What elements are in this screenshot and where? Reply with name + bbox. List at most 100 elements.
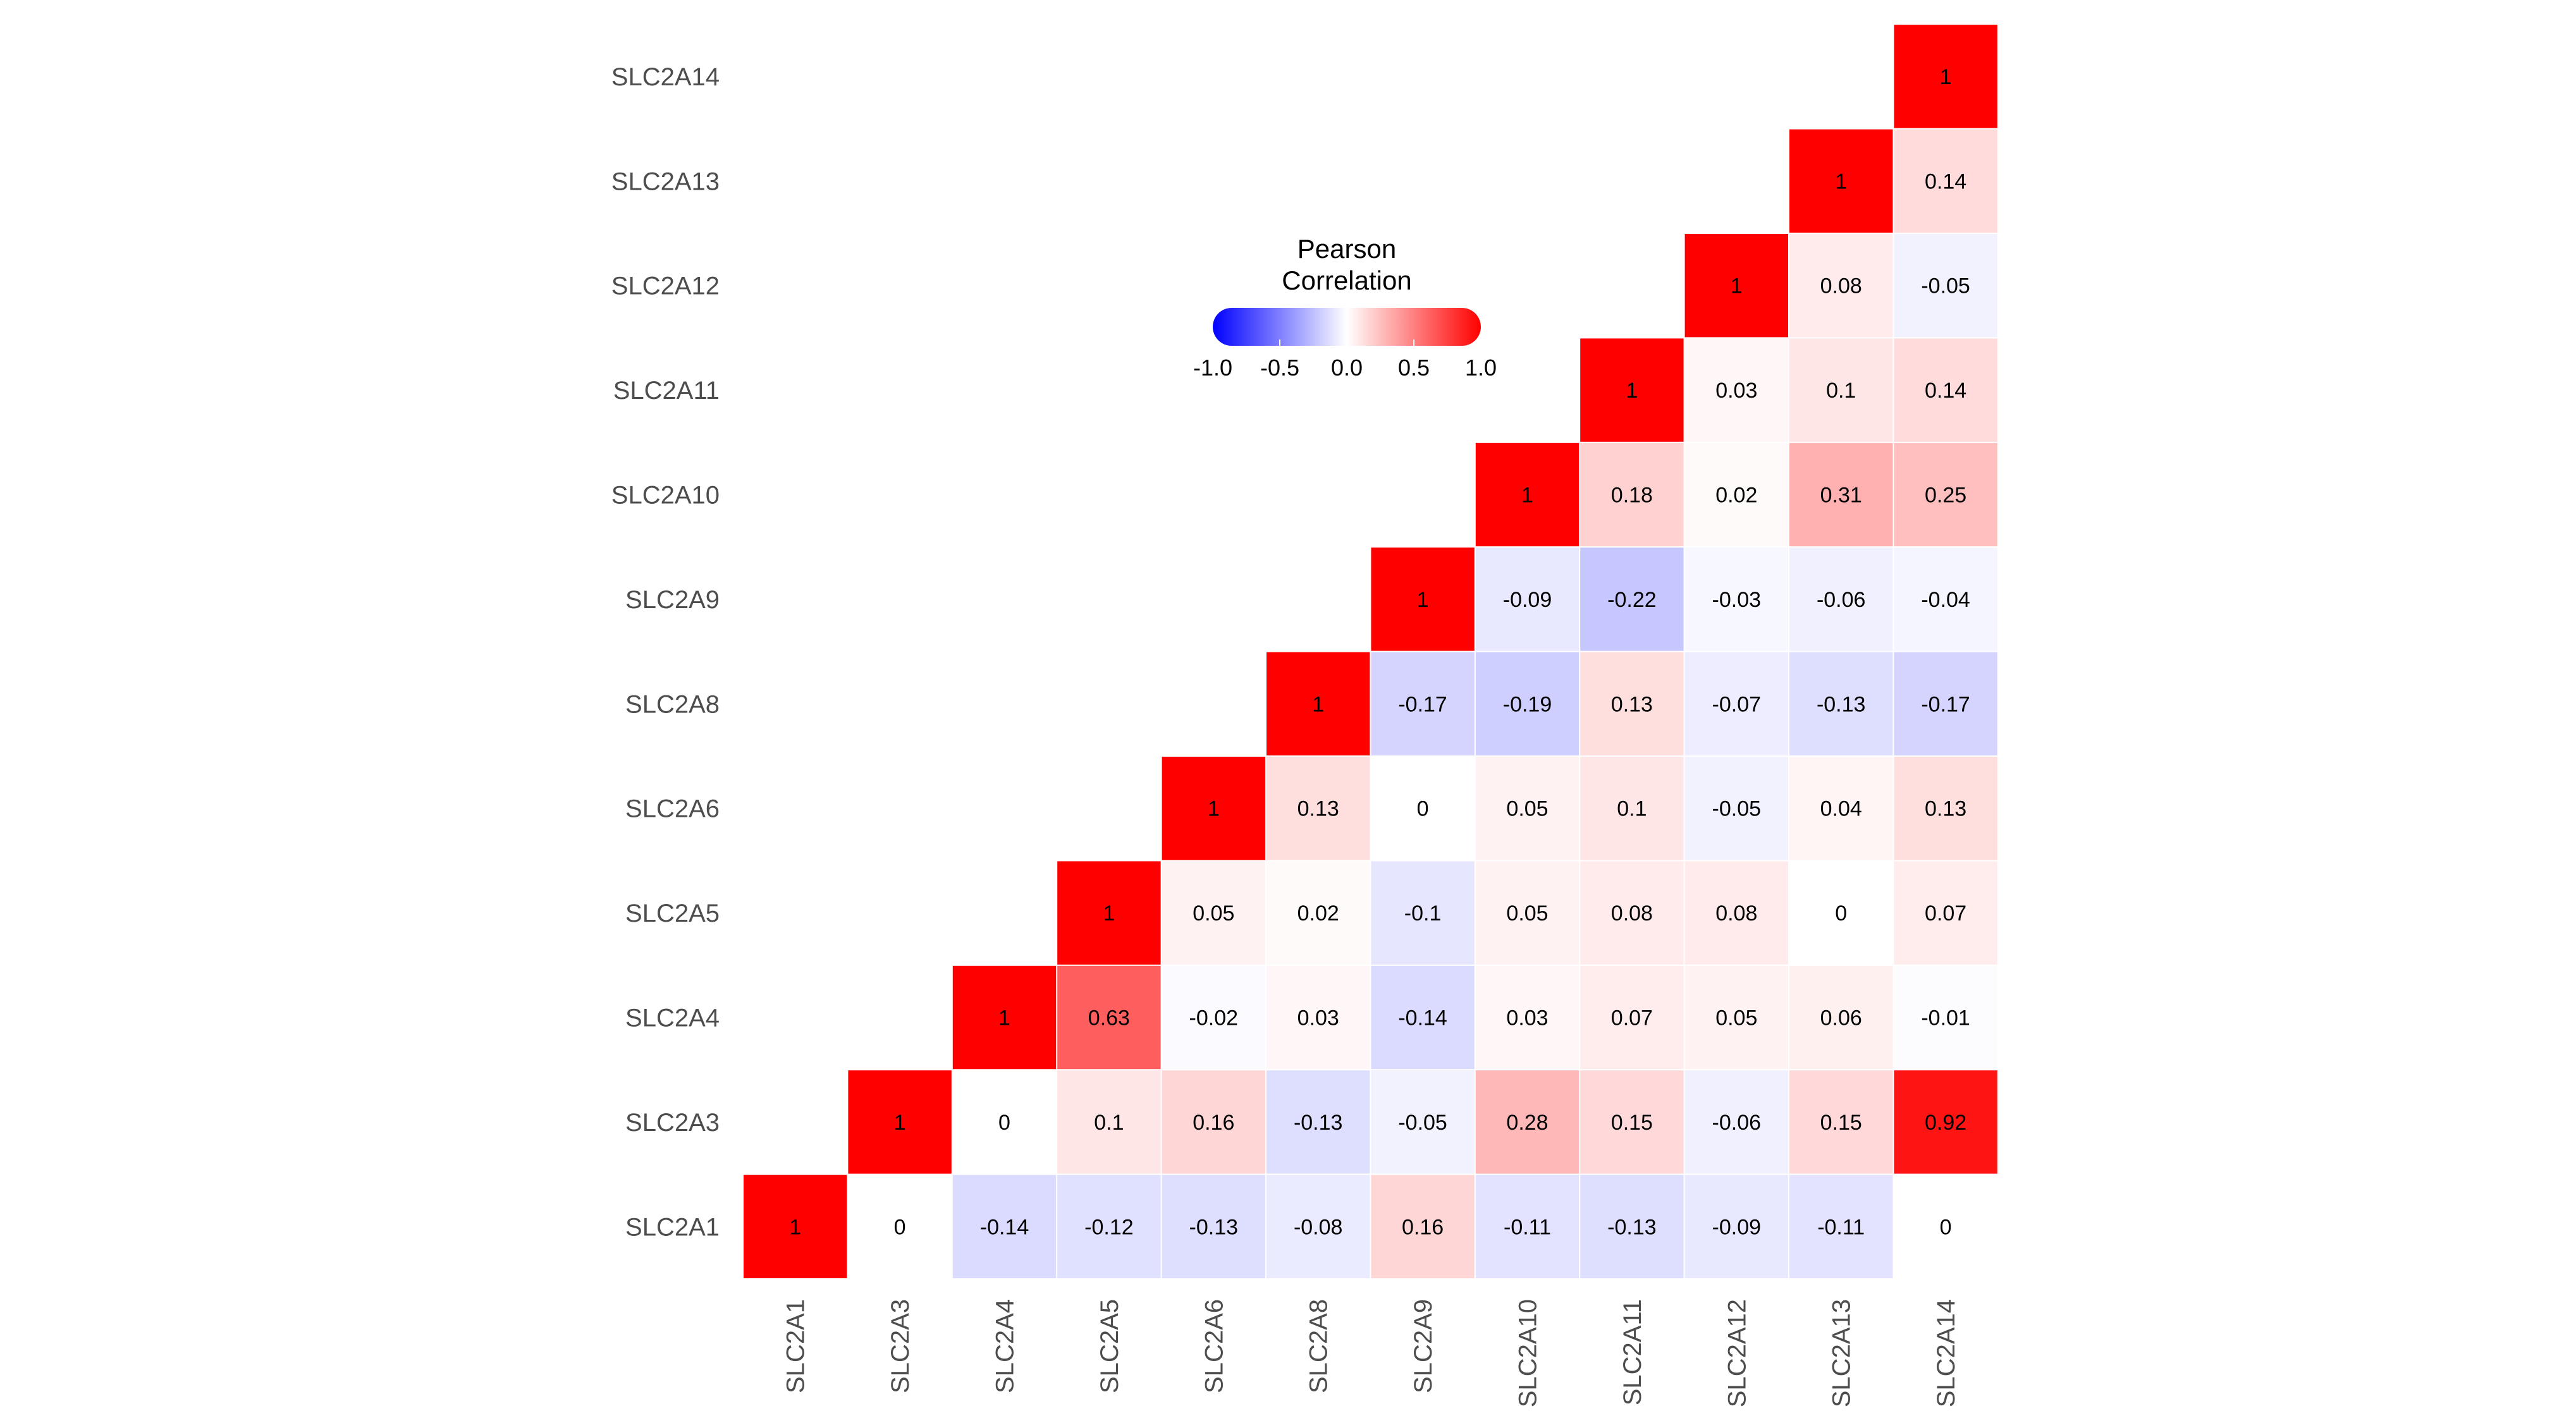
heatmap-cell-SLC2A9-SLC2A13 [1789,547,1893,651]
y-tick-label: SLC2A1 [625,1213,720,1241]
heatmap-cell-SLC2A1-SLC2A3 [848,1175,952,1278]
heatmap-cell-SLC2A1-SLC2A12 [1684,1175,1788,1278]
heatmap-cell-SLC2A6-SLC2A10 [1475,757,1579,860]
cell-value-label: 0 [894,1215,906,1239]
y-tick-label: SLC2A5 [625,900,720,927]
x-tick-label: SLC2A3 [886,1299,914,1393]
cell-value-label: -0.17 [1921,692,1970,716]
cell-value-label: 0 [1940,1215,1952,1239]
heatmap-cell-SLC2A8-SLC2A13 [1789,652,1893,755]
x-tick-label: SLC2A6 [1200,1299,1228,1393]
cell-value-label: 0.18 [1611,484,1653,508]
color-legend: Pearson Correlation -1.0 -0.5 0.0 0.5 1.0 [1193,234,1497,381]
cell-value-label: 1 [1940,65,1952,89]
heatmap-cell-SLC2A1-SLC2A5 [1057,1175,1161,1278]
cell-value-label: -0.03 [1712,588,1762,612]
heatmap-cell-SLC2A4-SLC2A4 [952,965,1057,1070]
cell-value-label: 0.1 [1617,797,1647,821]
cell-value-label: 0.08 [1820,274,1862,298]
heatmap-cell-SLC2A8-SLC2A11 [1580,652,1684,755]
cell-value-label: -0.22 [1607,588,1657,612]
heatmap-cell-SLC2A11-SLC2A13 [1789,338,1893,442]
cell-value-label: -0.12 [1084,1215,1134,1239]
cell-value-label: 0 [998,1111,1010,1135]
cell-value-label: 1 [1417,588,1429,612]
cell-value-label: -0.09 [1712,1215,1762,1239]
heatmap-cell-SLC2A14-SLC2A14 [1894,25,1997,128]
heatmap-cell-SLC2A1-SLC2A10 [1475,1175,1579,1278]
cell-value-label: -0.13 [1294,1111,1343,1135]
heatmap-cell-SLC2A13-SLC2A14 [1894,129,1997,233]
cell-value-label: 0.06 [1820,1006,1862,1030]
heatmap-cell-SLC2A10-SLC2A13 [1789,443,1893,547]
heatmap-cell-SLC2A5-SLC2A12 [1684,861,1788,965]
heatmap-cell-SLC2A10-SLC2A10 [1475,443,1579,547]
heatmap-cell-SLC2A4-SLC2A8 [1267,965,1370,1070]
heatmap-cell-SLC2A6-SLC2A13 [1789,757,1893,860]
x-tick-label: SLC2A12 [1723,1299,1751,1407]
x-tick-label: SLC2A4 [991,1299,1019,1393]
heatmap-cell-SLC2A3-SLC2A12 [1684,1070,1788,1174]
y-tick-label: SLC2A4 [625,1005,720,1032]
x-tick-label: SLC2A9 [1409,1299,1437,1393]
y-tick-label: SLC2A13 [611,168,720,195]
heatmap-cell-SLC2A6-SLC2A11 [1580,757,1684,860]
cell-value-label: 0.05 [1506,797,1548,821]
cell-value-label: 1 [1103,901,1115,925]
legend-tick-label: -0.5 [1260,355,1299,381]
cell-value-label: 0.07 [1611,1006,1653,1030]
heatmap-cell-SLC2A5-SLC2A5 [1057,861,1161,965]
cell-value-label: 1 [1208,797,1220,821]
heatmap-cell-SLC2A1-SLC2A8 [1267,1175,1370,1278]
cell-value-label: 0.28 [1506,1111,1548,1135]
x-tick-label: SLC2A13 [1828,1299,1856,1407]
heatmap-cell-SLC2A12-SLC2A13 [1789,234,1893,338]
heatmap-cell-SLC2A3-SLC2A3 [848,1070,952,1174]
cell-value-label: 1 [1731,274,1743,298]
cell-value-label: -0.11 [1817,1215,1865,1239]
cell-value-label: -0.1 [1404,901,1442,925]
heatmap-cell-SLC2A5-SLC2A10 [1475,861,1579,965]
cell-value-label: -0.19 [1503,692,1552,716]
cell-value-label: -0.06 [1817,588,1866,612]
cell-value-label: 0.04 [1820,797,1862,821]
heatmap-cell-SLC2A5-SLC2A13 [1789,861,1893,965]
cell-value-label: -0.13 [1189,1215,1239,1239]
heatmap-cell-SLC2A1-SLC2A6 [1162,1175,1265,1278]
heatmap-cell-SLC2A3-SLC2A9 [1371,1070,1475,1174]
heatmap-cell-SLC2A8-SLC2A12 [1684,652,1788,755]
cell-value-label: 0.16 [1402,1215,1444,1239]
heatmap-cell-SLC2A10-SLC2A11 [1580,443,1684,547]
heatmap-cell-SLC2A1-SLC2A13 [1789,1175,1893,1278]
cell-value-label: -0.11 [1504,1215,1551,1239]
heatmap-cell-SLC2A1-SLC2A11 [1580,1175,1684,1278]
heatmap-cell-SLC2A3-SLC2A4 [952,1070,1057,1174]
cell-value-label: -0.05 [1712,797,1762,821]
x-tick-label: SLC2A1 [782,1299,810,1393]
y-tick-label: SLC2A11 [613,377,720,405]
heatmap-cell-SLC2A9-SLC2A10 [1475,547,1579,651]
heatmap-cell-SLC2A4-SLC2A10 [1475,965,1579,1070]
heatmap-cell-SLC2A9-SLC2A12 [1684,547,1788,651]
y-tick-label: SLC2A8 [625,690,720,718]
cell-value-label: -0.09 [1503,588,1552,612]
heatmap-cell-SLC2A8-SLC2A9 [1371,652,1475,755]
cell-value-label: -0.14 [980,1215,1029,1239]
cell-value-label: -0.06 [1712,1111,1762,1135]
cell-value-label: 1 [1626,379,1638,403]
cell-value-label: 0.25 [1925,484,1966,508]
cell-value-label: 1 [789,1215,801,1239]
heatmap-cell-SLC2A1-SLC2A1 [744,1175,847,1278]
cell-value-label: 1 [1521,484,1533,508]
cell-value-label: -0.01 [1921,1006,1970,1030]
heatmap-cell-SLC2A6-SLC2A9 [1371,757,1475,860]
cell-value-label: 0.05 [1506,901,1548,925]
heatmap-cell-SLC2A3-SLC2A14 [1894,1070,1997,1174]
cell-value-label: 0.03 [1506,1006,1548,1030]
cell-value-label: 1 [998,1006,1010,1030]
heatmap-cell-labels: 1 0 -0.14 -0.12 -0.13 -0.08 0.16 -0.11 -0.13 -0.0… [789,65,1970,1239]
heatmap-cell-SLC2A1-SLC2A4 [952,1175,1057,1278]
cell-value-label: 0.05 [1715,1006,1757,1030]
cell-value-label: 0.08 [1611,901,1653,925]
